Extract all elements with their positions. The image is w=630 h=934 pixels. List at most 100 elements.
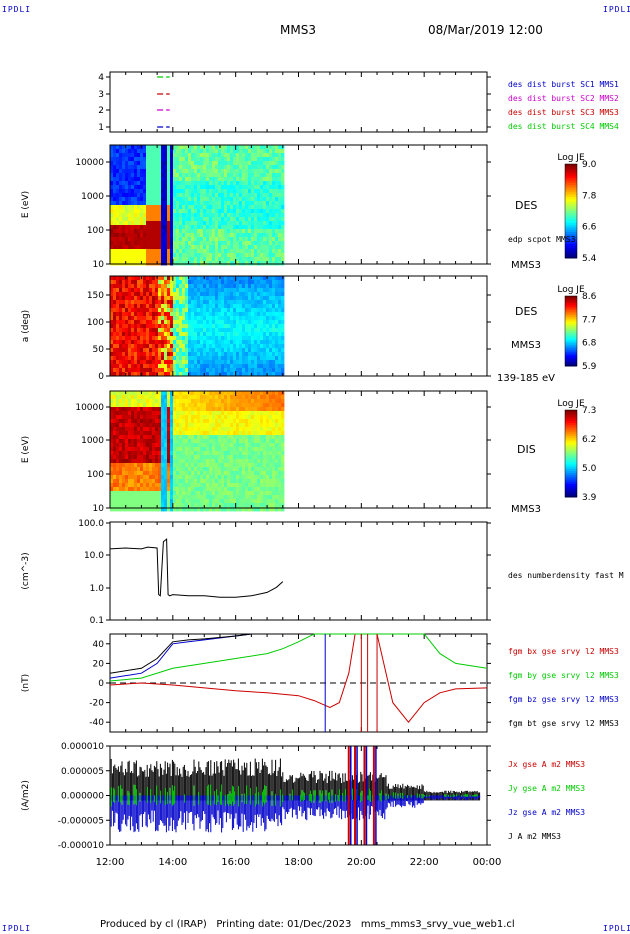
des-energy-panel-cell xyxy=(110,241,114,246)
dis-energy-panel-cell xyxy=(182,399,186,404)
des-pitch-panel-cell xyxy=(212,296,216,301)
dis-energy-panel-cell xyxy=(230,431,234,436)
des-pitch-panel-cell xyxy=(182,332,186,337)
des-energy-panel-cell xyxy=(110,217,114,222)
dis-energy-panel-cell xyxy=(218,399,222,404)
des-energy-panel-cell xyxy=(203,165,207,170)
des-energy-panel-cell xyxy=(236,233,240,238)
des-pitch-panel-cell xyxy=(236,316,240,321)
des-pitch-panel-cell xyxy=(152,304,156,309)
des-pitch-panel-cell xyxy=(269,368,273,373)
dis-energy-panel-cell xyxy=(164,395,168,400)
des-energy-panel-cell xyxy=(272,177,276,182)
dis-energy-panel-cell xyxy=(158,455,162,460)
des-energy-panel-cell xyxy=(227,221,231,226)
des-energy-panel-colorbar-cell xyxy=(565,234,577,238)
dis-energy-panel-cell xyxy=(164,507,168,512)
des-pitch-panel-cell xyxy=(113,284,117,289)
des-energy-panel-cell xyxy=(275,201,279,206)
des-pitch-panel-cell xyxy=(266,292,270,297)
dis-energy-panel-cell xyxy=(125,411,129,416)
des-pitch-panel-cell xyxy=(209,304,213,309)
des-energy-panel-cell xyxy=(143,145,147,150)
des-energy-panel-cell xyxy=(119,245,123,250)
des-pitch-panel-cell xyxy=(203,280,207,285)
des-pitch-panel-cell xyxy=(278,296,282,301)
des-energy-panel-cell xyxy=(224,213,228,218)
des-pitch-panel-cell xyxy=(269,316,273,321)
des-pitch-panel-cell xyxy=(260,360,264,365)
des-energy-panel-cell xyxy=(269,261,273,266)
dis-energy-panel-cell xyxy=(179,419,183,424)
des-energy-panel-cell xyxy=(206,221,210,226)
des-energy-panel-cell xyxy=(215,249,219,254)
des-energy-panel-cell xyxy=(131,241,135,246)
des-energy-panel-cell xyxy=(200,177,204,182)
des-energy-panel-cell xyxy=(197,177,201,182)
des-energy-panel-cell xyxy=(251,221,255,226)
des-pitch-panel-cell xyxy=(248,312,252,317)
des-pitch-panel-cell xyxy=(128,308,132,313)
des-energy-panel-cell xyxy=(140,193,144,198)
des-pitch-panel-cell xyxy=(257,356,261,361)
des-pitch-panel-cell xyxy=(218,368,222,373)
des-pitch-panel-cell xyxy=(182,284,186,289)
des-energy-panel-cell xyxy=(239,165,243,170)
des-energy-panel-cell xyxy=(212,209,216,214)
dis-energy-panel-cell xyxy=(164,439,168,444)
dis-energy-panel-cell xyxy=(146,439,150,444)
des-pitch-panel-cell xyxy=(161,364,165,369)
des-pitch-panel-cell xyxy=(116,344,120,349)
des-energy-panel-cell xyxy=(278,157,282,162)
dis-energy-panel-cell xyxy=(146,435,150,440)
des-pitch-panel-cell xyxy=(263,312,267,317)
des-energy-panel-cell xyxy=(176,149,180,154)
des-pitch-panel-cell xyxy=(212,280,216,285)
des-energy-panel-cell xyxy=(113,165,117,170)
dis-energy-panel-cell xyxy=(128,423,132,428)
dis-energy-panel-cell xyxy=(119,459,123,464)
des-energy-panel-cell xyxy=(122,217,126,222)
des-pitch-panel-cell xyxy=(227,292,231,297)
des-pitch-panel-ytick-label: 100 xyxy=(87,318,104,328)
des-pitch-panel-cell xyxy=(221,280,225,285)
des-pitch-panel-cell xyxy=(218,332,222,337)
des-pitch-panel-cell xyxy=(185,276,189,281)
dis-energy-panel-cell xyxy=(239,507,243,512)
des-energy-panel-cell xyxy=(254,153,258,158)
dis-energy-panel-cell xyxy=(158,475,162,480)
des-energy-panel-cell xyxy=(167,149,171,154)
dis-energy-panel-cell xyxy=(176,451,180,456)
des-pitch-panel-cell xyxy=(179,348,183,353)
des-energy-panel-cell xyxy=(239,253,243,258)
dis-energy-panel-cell xyxy=(194,471,198,476)
des-pitch-panel-cell xyxy=(260,320,264,325)
dis-energy-panel-cell xyxy=(125,475,129,480)
des-pitch-panel-cell xyxy=(140,300,144,305)
des-pitch-panel-cell xyxy=(134,328,138,333)
des-energy-panel-cell xyxy=(269,213,273,218)
des-pitch-panel-cell xyxy=(221,372,225,377)
dis-energy-panel-cell xyxy=(200,431,204,436)
des-pitch-panel-cell xyxy=(110,340,114,345)
dis-energy-panel-cell xyxy=(173,507,177,512)
des-energy-panel-cell xyxy=(185,209,189,214)
des-pitch-panel-cell xyxy=(170,352,174,357)
dis-energy-panel-cell xyxy=(134,467,138,472)
des-energy-panel-cell xyxy=(278,145,282,150)
dis-energy-panel-cell xyxy=(248,415,252,420)
dis-energy-panel-cell xyxy=(197,399,201,404)
des-pitch-panel-cell xyxy=(200,316,204,321)
des-energy-panel-cell xyxy=(245,205,249,210)
des-pitch-panel-cell xyxy=(215,300,219,305)
des-pitch-panel-cell xyxy=(248,280,252,285)
dis-energy-panel-cell xyxy=(128,507,132,512)
des-pitch-panel-cell xyxy=(158,372,162,377)
des-pitch-panel-cell xyxy=(131,368,135,373)
des-energy-panel-cell xyxy=(143,217,147,222)
des-pitch-panel-cell xyxy=(221,344,225,349)
des-pitch-panel-cell xyxy=(164,348,168,353)
des-pitch-panel-cell xyxy=(158,336,162,341)
dis-energy-panel-cell xyxy=(176,503,180,508)
dis-energy-panel-cell xyxy=(230,471,234,476)
